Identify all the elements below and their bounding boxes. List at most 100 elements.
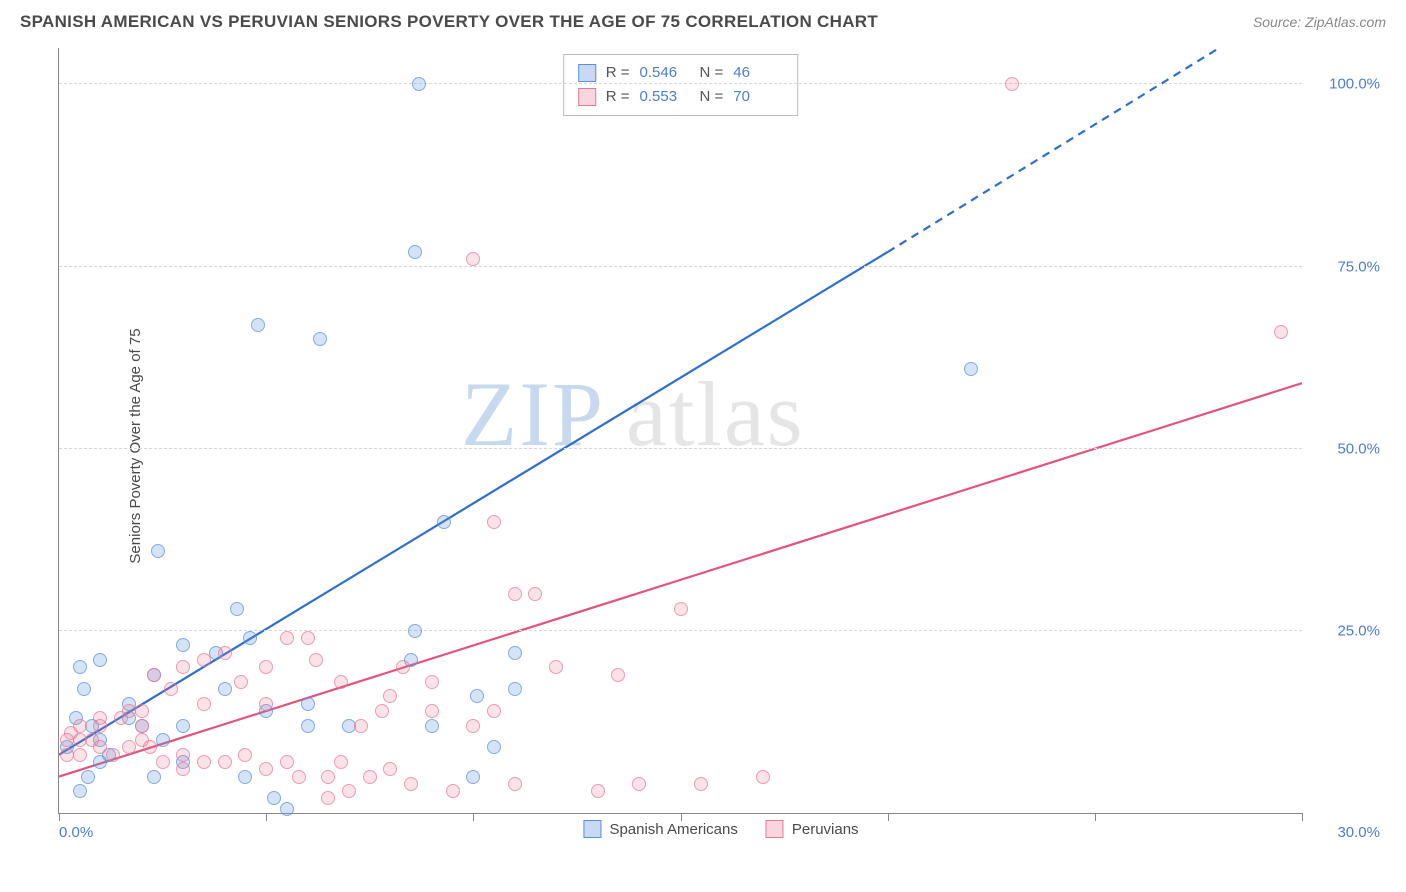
watermark: ZIP atlas (461, 355, 901, 475)
chart-source: Source: ZipAtlas.com (1253, 14, 1386, 30)
stats-row-2: R = 0.553 N = 70 (578, 85, 784, 109)
scatter-point (238, 748, 252, 762)
scatter-point (611, 668, 625, 682)
scatter-point (259, 660, 273, 674)
watermark-zip: ZIP (461, 363, 605, 465)
scatter-point (694, 777, 708, 791)
scatter-point (446, 784, 460, 798)
scatter-point (1274, 325, 1288, 339)
scatter-point (234, 675, 248, 689)
scatter-point (342, 784, 356, 798)
scatter-point (466, 252, 480, 266)
scatter-point (404, 777, 418, 791)
scatter-point (197, 697, 211, 711)
swatch-pink-icon (578, 88, 596, 106)
y-tick-label: 100.0% (1329, 76, 1380, 93)
legend-item-spanish: Spanish Americans (583, 820, 737, 838)
scatter-point (549, 660, 563, 674)
scatter-point (151, 544, 165, 558)
scatter-point (81, 770, 95, 784)
stats-box: R = 0.546 N = 46 R = 0.553 N = 70 (563, 54, 799, 116)
scatter-point (466, 719, 480, 733)
scatter-point (93, 719, 107, 733)
scatter-point (466, 770, 480, 784)
scatter-point (412, 77, 426, 91)
scatter-point (280, 755, 294, 769)
scatter-point (508, 682, 522, 696)
scatter-point (218, 755, 232, 769)
scatter-point (309, 653, 323, 667)
scatter-point (437, 515, 451, 529)
scatter-point (164, 682, 178, 696)
scatter-point (425, 704, 439, 718)
trend-lines (59, 48, 1302, 813)
scatter-point (487, 704, 501, 718)
scatter-point (363, 770, 377, 784)
scatter-point (301, 719, 315, 733)
x-tick-label: 30.0% (1337, 824, 1380, 841)
r-label: R = (606, 85, 630, 109)
gridline (59, 83, 1302, 84)
scatter-point (218, 682, 232, 696)
scatter-point (114, 711, 128, 725)
scatter-point (383, 762, 397, 776)
x-tick (1095, 813, 1096, 821)
legend-label: Peruvians (792, 821, 859, 838)
x-tick (1302, 813, 1303, 821)
scatter-point (280, 802, 294, 816)
scatter-point (176, 638, 190, 652)
scatter-point (528, 587, 542, 601)
x-tick (473, 813, 474, 821)
scatter-point (425, 719, 439, 733)
scatter-point (218, 646, 232, 660)
scatter-point (60, 733, 74, 747)
bottom-legend: Spanish Americans Peruvians (583, 820, 858, 838)
scatter-point (508, 646, 522, 660)
scatter-point (396, 660, 410, 674)
scatter-point (230, 602, 244, 616)
legend-item-peruvian: Peruvians (766, 820, 859, 838)
scatter-point (508, 777, 522, 791)
y-tick-label: 50.0% (1337, 440, 1380, 457)
x-tick (888, 813, 889, 821)
x-tick-label: 0.0% (59, 824, 93, 841)
scatter-point (1005, 77, 1019, 91)
gridline (59, 630, 1302, 631)
chart-wrapper: Seniors Poverty Over the Age of 75 ZIP a… (58, 48, 1384, 844)
gridline (59, 266, 1302, 267)
watermark-atlas: atlas (626, 363, 805, 465)
scatter-point (243, 631, 257, 645)
scatter-point (470, 689, 484, 703)
swatch-blue-icon (583, 820, 601, 838)
scatter-point (408, 624, 422, 638)
swatch-pink-icon (766, 820, 784, 838)
scatter-point (301, 631, 315, 645)
n-label: N = (700, 85, 724, 109)
scatter-point (77, 682, 91, 696)
scatter-point (73, 784, 87, 798)
r-label: R = (606, 61, 630, 85)
scatter-point (197, 653, 211, 667)
scatter-point (375, 704, 389, 718)
r-value: 0.546 (640, 61, 690, 85)
scatter-point (143, 740, 157, 754)
scatter-point (197, 755, 211, 769)
n-label: N = (700, 61, 724, 85)
scatter-point (251, 318, 265, 332)
chart-title: SPANISH AMERICAN VS PERUVIAN SENIORS POV… (20, 12, 878, 32)
y-tick-label: 75.0% (1337, 258, 1380, 275)
swatch-blue-icon (578, 64, 596, 82)
scatter-point (147, 668, 161, 682)
scatter-point (135, 719, 149, 733)
scatter-point (259, 697, 273, 711)
scatter-point (334, 675, 348, 689)
scatter-point (508, 587, 522, 601)
scatter-point (73, 748, 87, 762)
scatter-point (632, 777, 646, 791)
scatter-point (591, 784, 605, 798)
scatter-point (487, 740, 501, 754)
scatter-point (292, 770, 306, 784)
n-value: 70 (733, 85, 783, 109)
n-value: 46 (733, 61, 783, 85)
stats-row-1: R = 0.546 N = 46 (578, 61, 784, 85)
